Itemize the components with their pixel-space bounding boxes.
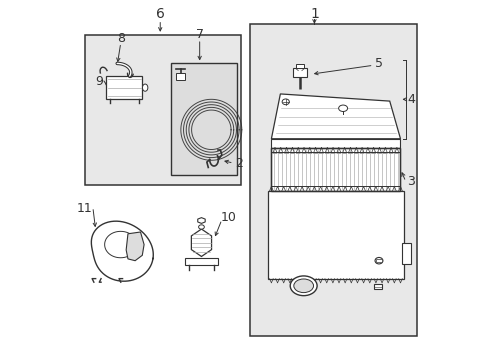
Bar: [249, 24, 416, 336]
Text: 9: 9: [95, 75, 103, 88]
Text: 3: 3: [407, 175, 414, 188]
Text: 4: 4: [407, 93, 414, 106]
Ellipse shape: [282, 99, 289, 105]
Text: 8: 8: [117, 32, 124, 45]
Bar: [267, 191, 403, 279]
Text: 11: 11: [77, 202, 93, 215]
Text: 6: 6: [156, 7, 164, 21]
Bar: [271, 148, 400, 191]
Ellipse shape: [338, 105, 347, 112]
Bar: [296, 64, 303, 68]
Bar: [106, 76, 142, 99]
Ellipse shape: [293, 279, 313, 293]
Bar: [85, 35, 241, 185]
Bar: [375, 259, 382, 262]
Ellipse shape: [374, 257, 382, 264]
Text: 10: 10: [220, 211, 236, 224]
Text: 5: 5: [374, 57, 382, 70]
Ellipse shape: [290, 276, 317, 296]
Ellipse shape: [198, 225, 204, 229]
Text: 2: 2: [235, 157, 243, 170]
Bar: [185, 258, 217, 265]
Polygon shape: [126, 232, 144, 261]
Bar: [271, 148, 400, 191]
Ellipse shape: [142, 84, 147, 91]
Polygon shape: [191, 229, 211, 256]
Polygon shape: [271, 94, 400, 139]
Bar: [292, 68, 306, 77]
Polygon shape: [197, 218, 205, 224]
Polygon shape: [271, 139, 400, 148]
Text: 7: 7: [195, 28, 203, 41]
Text: 1: 1: [309, 7, 318, 21]
Bar: [176, 73, 185, 80]
Bar: [171, 63, 237, 175]
Bar: [402, 243, 410, 264]
Bar: [373, 284, 381, 289]
